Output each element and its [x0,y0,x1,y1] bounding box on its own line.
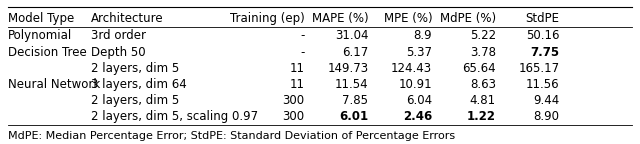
Text: 8.90: 8.90 [534,110,559,123]
Text: 8.9: 8.9 [413,30,432,42]
Text: 6.17: 6.17 [342,46,369,59]
Text: 9.44: 9.44 [533,94,559,107]
Text: 7.75: 7.75 [531,46,559,59]
Text: Training (ep): Training (ep) [230,13,305,25]
Text: 2 layers, dim 5, scaling 0.97: 2 layers, dim 5, scaling 0.97 [91,110,258,123]
Text: Polynomial: Polynomial [8,30,72,42]
Text: 11: 11 [290,78,305,91]
Text: -: - [300,30,305,42]
Text: 300: 300 [283,94,305,107]
Text: Decision Tree: Decision Tree [8,46,86,59]
Text: 10.91: 10.91 [399,78,432,91]
Text: Model Type: Model Type [8,13,74,25]
Text: 3 layers, dim 64: 3 layers, dim 64 [91,78,186,91]
Text: MdPE (%): MdPE (%) [440,13,496,25]
Text: 2 layers, dim 5: 2 layers, dim 5 [91,62,179,75]
Text: 6.04: 6.04 [406,94,432,107]
Text: 31.04: 31.04 [335,30,369,42]
Text: 5.22: 5.22 [470,30,496,42]
Text: 3.78: 3.78 [470,46,496,59]
Text: -: - [300,46,305,59]
Text: MAPE (%): MAPE (%) [312,13,369,25]
Text: Architecture: Architecture [91,13,163,25]
Text: 124.43: 124.43 [391,62,432,75]
Text: 4.81: 4.81 [470,94,496,107]
Text: 2.46: 2.46 [403,110,432,123]
Text: Neural Network: Neural Network [8,78,100,91]
Text: 65.64: 65.64 [462,62,496,75]
Text: MPE (%): MPE (%) [383,13,432,25]
Text: 6.01: 6.01 [339,110,369,123]
Text: 11.54: 11.54 [335,78,369,91]
Text: 7.85: 7.85 [342,94,369,107]
Text: 11: 11 [290,62,305,75]
Text: 1.22: 1.22 [467,110,496,123]
Text: Depth 50: Depth 50 [91,46,145,59]
Text: 5.37: 5.37 [406,46,432,59]
Text: 165.17: 165.17 [518,62,559,75]
Text: 50.16: 50.16 [526,30,559,42]
Text: 300: 300 [283,110,305,123]
Text: 2 layers, dim 5: 2 layers, dim 5 [91,94,179,107]
Text: MdPE: Median Percentage Error; StdPE: Standard Deviation of Percentage Errors: MdPE: Median Percentage Error; StdPE: St… [8,131,455,141]
Text: StdPE: StdPE [525,13,559,25]
Text: 149.73: 149.73 [327,62,369,75]
Text: 11.56: 11.56 [526,78,559,91]
Text: 3rd order: 3rd order [91,30,146,42]
Text: 8.63: 8.63 [470,78,496,91]
